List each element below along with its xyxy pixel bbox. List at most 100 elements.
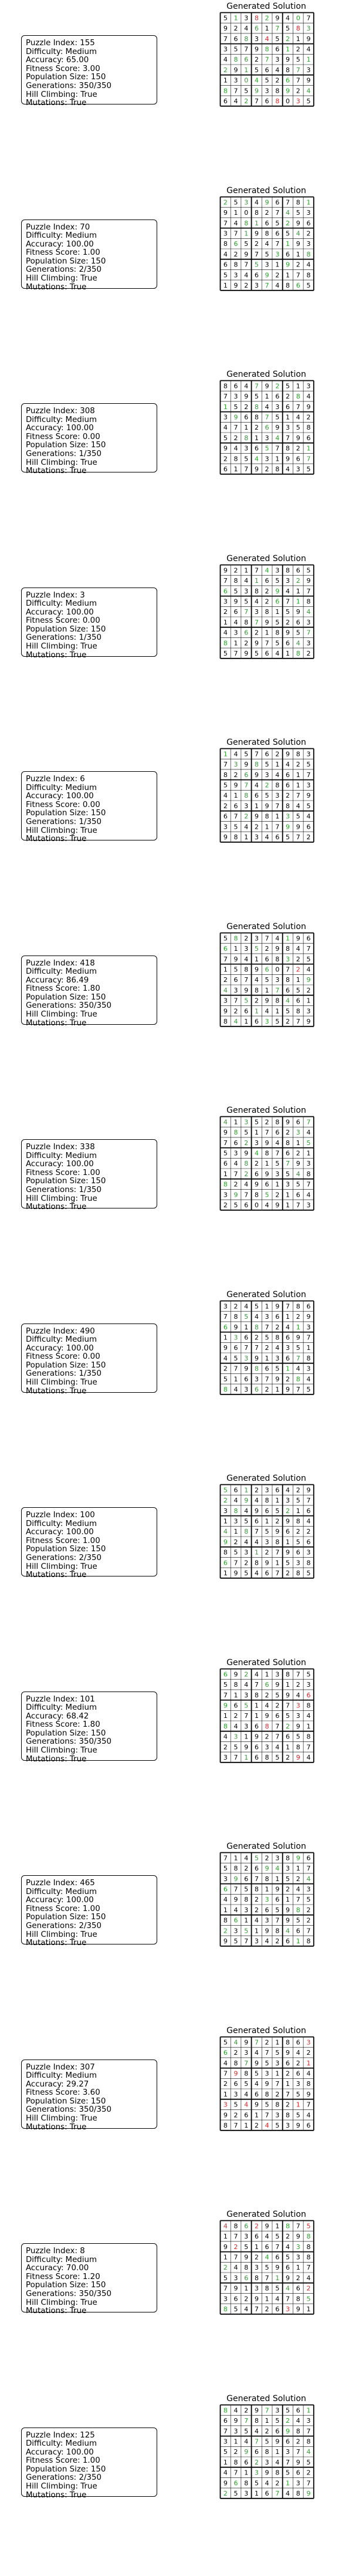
grid-cell: 6 <box>286 986 290 994</box>
grid-cell: 2 <box>306 986 310 994</box>
grid-cell: 3 <box>265 1017 269 1025</box>
result-panel: Puzzle Index: 3 Difficulty: Medium Accurac… <box>0 552 359 736</box>
grid-cell: 3 <box>244 2489 248 2497</box>
info-line: Puzzle Index: 125 <box>26 2430 95 2440</box>
grid-cell: 4 <box>265 240 269 248</box>
grid-cell: 1 <box>234 639 238 647</box>
grid-cell: 1 <box>306 445 310 453</box>
grid-cell: 4 <box>286 1486 290 1494</box>
grid-cell: 7 <box>306 455 310 462</box>
grid-cell: 1 <box>255 2489 259 2497</box>
grid-cell: 7 <box>296 1354 300 1362</box>
grid-cell: 7 <box>244 261 248 268</box>
grid-cell: 9 <box>234 1670 238 1678</box>
grid-cell: 4 <box>223 2222 228 2230</box>
grid-cell: 7 <box>265 56 269 63</box>
info-line: Mutations: True <box>26 1939 87 1948</box>
grid-cell: 3 <box>234 629 238 636</box>
info-box: Puzzle Index: 101 Difficulty: Medium Accur… <box>21 1691 157 1763</box>
grid-cell: 4 <box>286 997 290 1004</box>
grid-cell: 9 <box>255 2059 259 2067</box>
grid-cell: 3 <box>265 2069 269 2077</box>
grid-cell: 1 <box>286 1365 290 1372</box>
info-line: Fitness Score: 1.80 <box>26 1720 100 1730</box>
grid-cell: 1 <box>265 1302 269 1310</box>
grid-cell: 5 <box>223 14 228 22</box>
grid-cell: 1 <box>244 833 248 841</box>
grid-cell: 8 <box>265 1722 269 1730</box>
grid-cell: 7 <box>223 1139 228 1147</box>
grid-cell: 6 <box>234 35 238 43</box>
grid-cell: 9 <box>306 2489 310 2497</box>
grid-cell: 2 <box>296 1486 300 1494</box>
grid-cell: 7 <box>255 250 259 258</box>
info-line: Mutations: True <box>26 835 87 844</box>
grid-cell: 2 <box>265 1733 269 1740</box>
grid-cell: 2 <box>255 1486 259 1494</box>
grid-cell: 4 <box>244 823 248 830</box>
grid-cell: 3 <box>255 608 259 616</box>
grid-cell: 8 <box>234 56 238 63</box>
grid-cell: 4 <box>296 639 300 647</box>
grid-cell: 7 <box>255 1344 259 1352</box>
grid-cell: 5 <box>306 465 310 473</box>
grid-cell: 7 <box>275 1722 279 1730</box>
grid-cell: 4 <box>244 2090 248 2098</box>
grid-cell: 5 <box>244 2080 248 2088</box>
info-line: Fitness Score: 1.00 <box>26 248 100 258</box>
grid-cell: 2 <box>306 1906 310 1914</box>
grid-cell: 5 <box>275 2417 279 2425</box>
grid-cell: 6 <box>223 97 228 105</box>
grid-cell: 9 <box>286 1691 290 1699</box>
info-line: Mutations: True <box>26 1571 87 1580</box>
info-line: Generations: 1/350 <box>26 633 102 643</box>
info-line: Accuracy: 100.00 <box>26 1528 94 1537</box>
grid-cell: 4 <box>244 577 248 585</box>
info-line: Fitness Score: 0.00 <box>26 616 100 626</box>
grid-cell: 5 <box>244 2243 248 2251</box>
grid-cell: 3 <box>265 1486 269 1494</box>
grid-cell: 2 <box>265 2038 269 2046</box>
info-line: Hill Climbing: True <box>26 1930 97 1939</box>
grid-cell: 8 <box>255 413 259 421</box>
grid-cell: 9 <box>286 1906 290 1914</box>
grid-cell: 5 <box>265 2101 269 2108</box>
grid-cell: 5 <box>223 2448 228 2456</box>
grid-cell: 6 <box>286 2437 290 2445</box>
grid-cell: 2 <box>234 771 238 779</box>
grid-cell: 4 <box>255 1538 259 1546</box>
grid-cell: 1 <box>306 1149 310 1157</box>
grid-cell: 7 <box>306 1865 310 1872</box>
grid-cell: 6 <box>244 1333 248 1341</box>
grid-cell: 5 <box>234 1549 238 1557</box>
grid-cell: 9 <box>244 761 248 768</box>
grid-cell: 9 <box>265 271 269 279</box>
grid-cell: 1 <box>244 1917 248 1925</box>
grid-cell: 5 <box>275 577 279 585</box>
grid-cell: 4 <box>306 1191 310 1198</box>
info-line: Mutations: True <box>26 467 87 476</box>
result-panel: Puzzle Index: 8 Difficulty: Medium Accurac… <box>0 2208 359 2392</box>
grid-cell: 1 <box>223 1333 228 1341</box>
grid-cell: 7 <box>306 1181 310 1189</box>
grid-title: Generated Solution <box>226 370 306 379</box>
grid-cell: 4 <box>286 2489 290 2497</box>
grid-cell: 3 <box>306 1681 310 1689</box>
grid-cell: 3 <box>306 618 310 626</box>
grid-cell: 8 <box>275 1118 279 1126</box>
grid-cell: 6 <box>223 2417 228 2425</box>
grid-cell: 1 <box>275 2069 279 2077</box>
grid-cell: 1 <box>234 1691 238 1699</box>
info-line: Accuracy: 100.00 <box>26 2447 94 2457</box>
grid-cell: 9 <box>223 1701 228 1709</box>
grid-cell: 5 <box>275 2121 279 2129</box>
grid-cell: 2 <box>265 209 269 217</box>
grid-cell: 7 <box>286 2295 290 2302</box>
grid-cell: 4 <box>265 2479 269 2487</box>
grid-cell: 5 <box>234 965 238 973</box>
grid-cell: 7 <box>296 1385 300 1393</box>
grid-title: Generated Solution <box>226 2 306 11</box>
grid-cell: 8 <box>255 986 259 994</box>
grid-cell: 6 <box>306 1538 310 1546</box>
grid-cell: 1 <box>255 2243 259 2251</box>
